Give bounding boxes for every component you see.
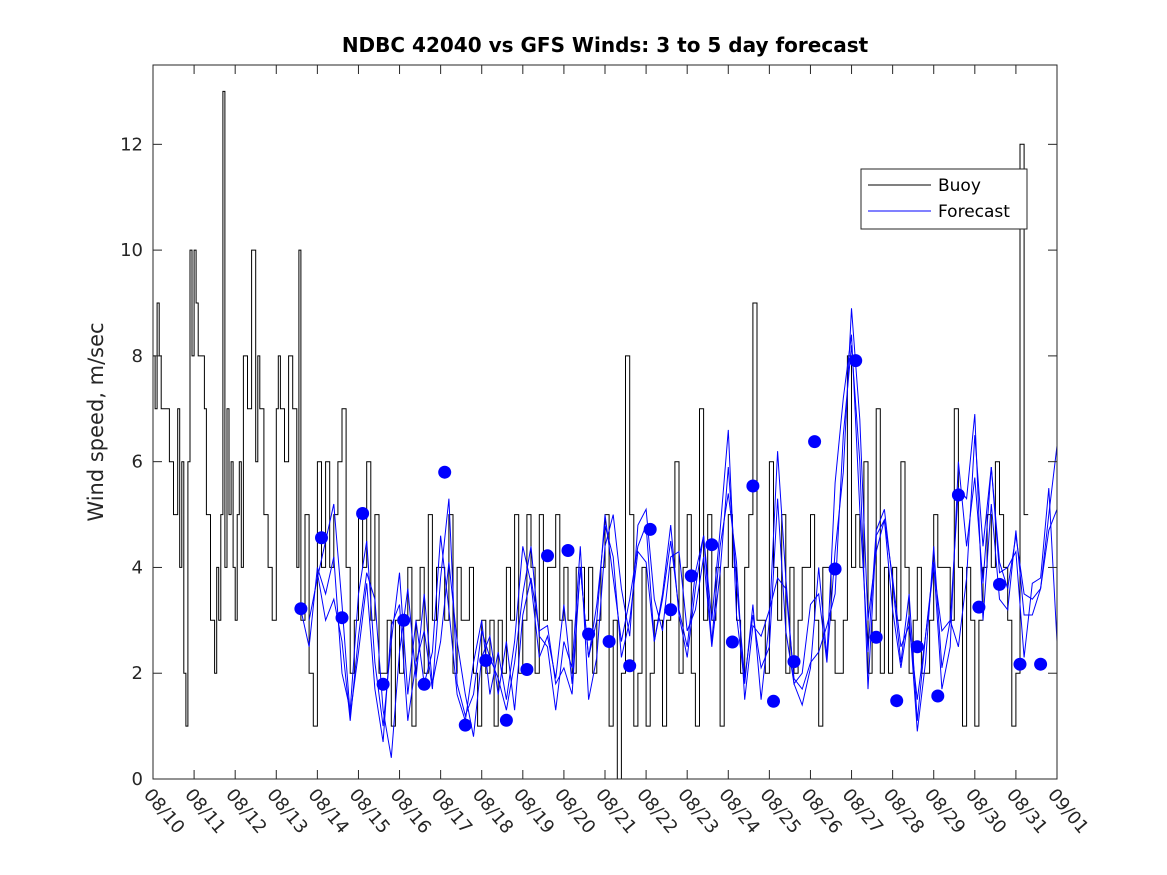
forecast-point xyxy=(910,640,924,654)
forecast-series xyxy=(300,308,1058,758)
forecast-line-3 xyxy=(316,345,1058,758)
forecast-point xyxy=(561,544,575,557)
forecast-point xyxy=(623,659,637,673)
forecast-point xyxy=(951,488,965,502)
chart-title: NDBC 42040 vs GFS Winds: 3 to 5 day fore… xyxy=(342,33,869,57)
forecast-point xyxy=(417,677,431,691)
y-tick-label: 6 xyxy=(132,452,143,473)
forecast-point xyxy=(397,613,411,627)
forecast-point xyxy=(541,549,554,563)
forecast-point xyxy=(520,663,534,676)
forecast-point xyxy=(582,627,596,641)
forecast-point xyxy=(335,611,349,625)
forecast-points xyxy=(294,354,1048,732)
forecast-point xyxy=(294,602,308,616)
forecast-point xyxy=(458,718,472,732)
forecast-point xyxy=(705,538,719,552)
forecast-point xyxy=(1034,657,1048,671)
forecast-point xyxy=(787,655,801,669)
forecast-point xyxy=(315,531,328,545)
buoy-series xyxy=(153,90,1029,780)
legend-forecast-label: Forecast xyxy=(938,202,1010,222)
forecast-point xyxy=(643,522,657,536)
forecast-point xyxy=(1013,657,1027,671)
forecast-point xyxy=(767,694,780,708)
y-axis: 0 2 4 6 8 10 12 xyxy=(120,134,1057,790)
forecast-point xyxy=(931,689,945,703)
forecast-point xyxy=(684,569,698,583)
forecast-point xyxy=(499,713,513,727)
forecast-point xyxy=(808,435,822,449)
y-tick-label: 8 xyxy=(132,346,143,367)
forecast-point xyxy=(376,677,390,691)
forecast-point xyxy=(849,354,863,368)
y-tick-label: 10 xyxy=(120,240,143,261)
y-tick-label: 12 xyxy=(120,134,143,155)
buoy-line xyxy=(153,90,1029,780)
forecast-line-2 xyxy=(308,308,1058,743)
legend-buoy-label: Buoy xyxy=(938,176,981,196)
forecast-point xyxy=(972,600,986,614)
forecast-point xyxy=(746,479,760,493)
forecast-point xyxy=(479,654,493,667)
forecast-point xyxy=(890,694,904,708)
legend-box xyxy=(860,168,1028,230)
forecast-point xyxy=(993,577,1006,591)
forecast-point xyxy=(725,635,739,649)
forecast-point xyxy=(869,630,883,644)
legend: Buoy Forecast xyxy=(860,168,1028,230)
forecast-point xyxy=(356,507,370,520)
forecast-point xyxy=(664,603,678,617)
forecast-point xyxy=(602,635,616,648)
y-axis-label: Wind speed, m/sec xyxy=(84,322,108,521)
y-tick-label: 2 xyxy=(132,663,143,684)
y-tick-label: 0 xyxy=(132,769,143,790)
forecast-point xyxy=(828,562,842,576)
forecast-point xyxy=(438,465,452,479)
y-tick-label: 4 xyxy=(132,557,143,578)
